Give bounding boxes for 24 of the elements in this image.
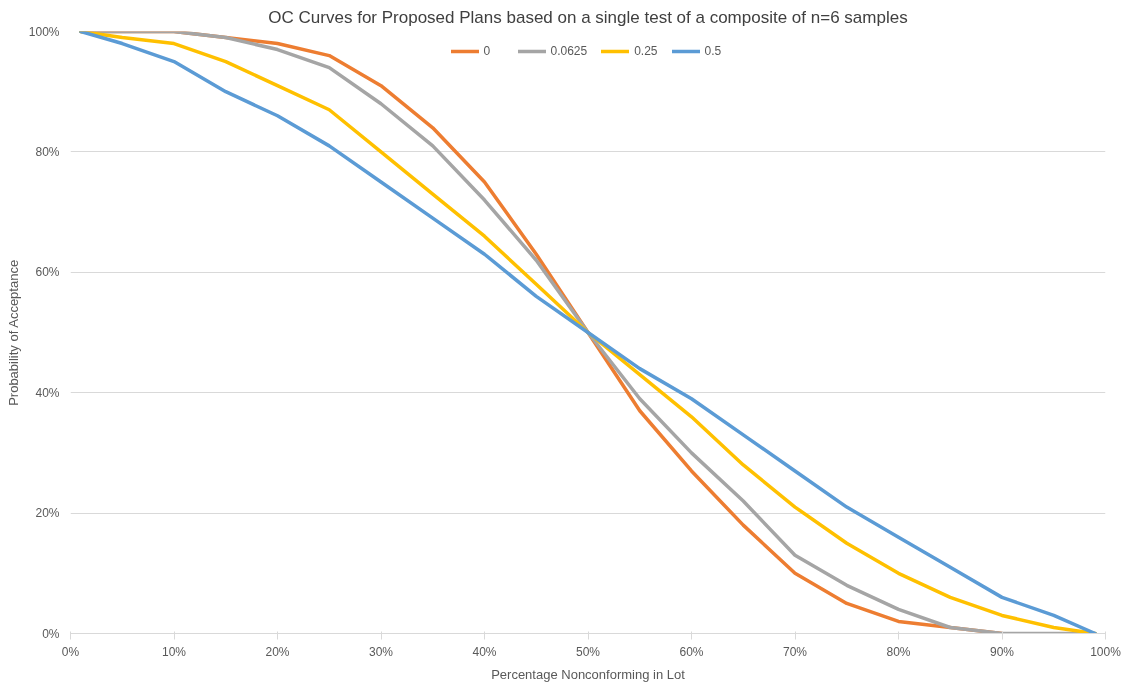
chart-title: OC Curves for Proposed Plans based on a single test of a composite of n=6 samples bbox=[268, 7, 908, 27]
legend-label: 0.5 bbox=[704, 44, 723, 58]
y-tick-label: 20% bbox=[35, 506, 60, 521]
legend-label: 0 bbox=[483, 44, 492, 58]
x-tick-label: 10% bbox=[161, 644, 187, 659]
x-tick-label: 90% bbox=[989, 644, 1015, 659]
x-tick-label: 100% bbox=[1090, 644, 1122, 659]
y-tick-label: 80% bbox=[35, 144, 60, 159]
legend-label: 0.25 bbox=[634, 44, 658, 58]
x-axis-title: Percentage Nonconforming in Lot bbox=[491, 666, 686, 682]
y-tick-label: 100% bbox=[28, 24, 60, 39]
x-tick-label: 70% bbox=[782, 644, 808, 659]
x-tick-label: 20% bbox=[265, 644, 290, 659]
x-tick-label: 50% bbox=[575, 644, 601, 659]
legend-label: 0.0625 bbox=[550, 44, 588, 58]
x-tick-label: 40% bbox=[472, 644, 497, 659]
x-tick-label: 0% bbox=[61, 644, 80, 659]
y-axis-title: Probability of Acceptance bbox=[5, 259, 21, 406]
y-tick-label: 40% bbox=[35, 385, 60, 400]
x-tick-label: 80% bbox=[886, 644, 911, 659]
x-tick-label: 60% bbox=[679, 644, 704, 659]
y-tick-label: 60% bbox=[35, 265, 60, 280]
y-tick-label: 0% bbox=[42, 626, 60, 641]
x-tick-label: 30% bbox=[368, 644, 394, 659]
